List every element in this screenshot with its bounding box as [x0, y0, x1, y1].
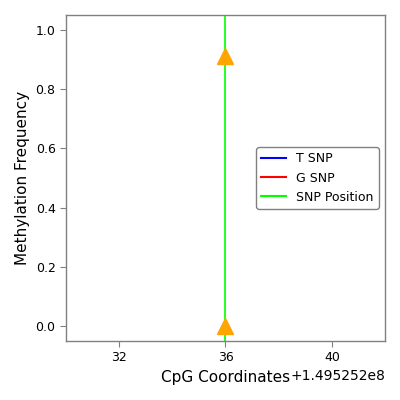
Legend: T SNP, G SNP, SNP Position: T SNP, G SNP, SNP Position	[256, 147, 379, 209]
X-axis label: CpG Coordinates: CpG Coordinates	[161, 370, 290, 385]
Y-axis label: Methylation Frequency: Methylation Frequency	[15, 91, 30, 265]
